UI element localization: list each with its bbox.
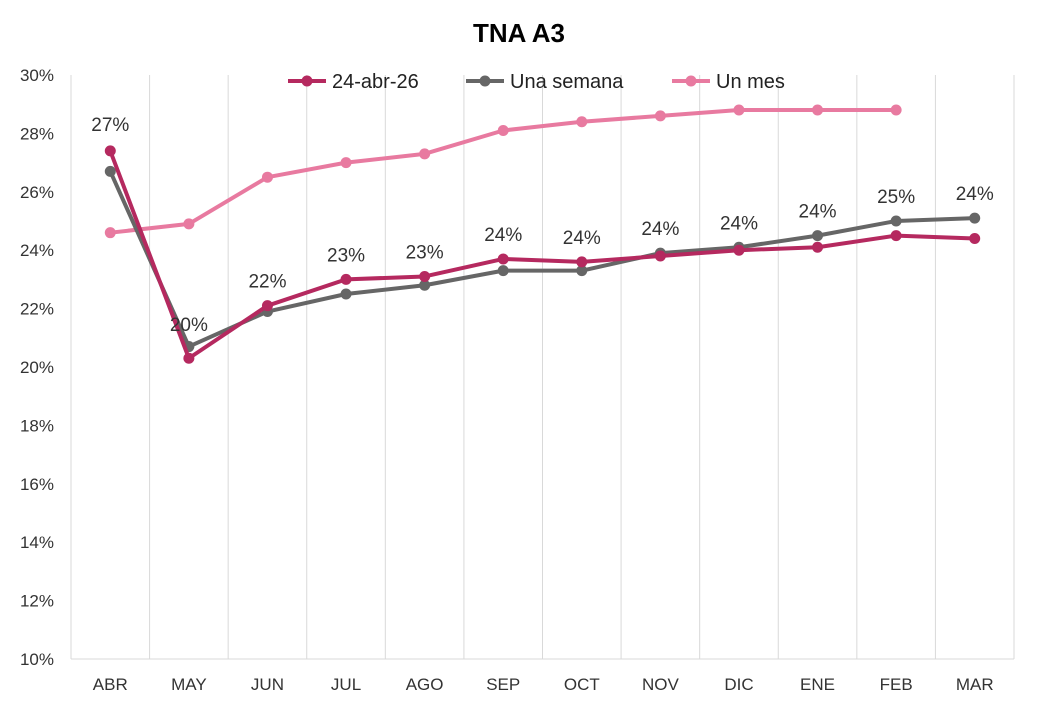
data-label: 24% — [799, 202, 837, 223]
y-tick-label: 18% — [20, 416, 54, 435]
data-label: 22% — [248, 272, 286, 293]
x-tick-label: MAR — [956, 675, 994, 694]
legend: 24-abr-26 Una semana Un mes — [288, 71, 785, 93]
data-label: 20% — [170, 315, 208, 336]
data-point — [104, 145, 116, 157]
legend-swatch-marker — [479, 75, 491, 87]
data-point — [340, 157, 352, 169]
x-tick-label: FEB — [880, 675, 913, 694]
legend-swatch-marker — [685, 75, 697, 87]
x-tick-label: JUN — [251, 675, 284, 694]
data-point — [183, 352, 195, 364]
data-point — [969, 233, 981, 245]
data-point — [419, 270, 431, 282]
y-tick-label: 20% — [20, 358, 54, 377]
y-tick-label: 26% — [20, 183, 54, 202]
legend-label: Una semana — [510, 71, 624, 93]
data-label: 25% — [877, 187, 915, 208]
y-tick-label: 22% — [20, 300, 54, 319]
x-tick-label: ENE — [800, 675, 835, 694]
data-point — [812, 241, 824, 253]
data-point — [969, 212, 981, 224]
data-point — [497, 253, 509, 265]
data-label: 24% — [720, 213, 758, 234]
data-point — [890, 104, 902, 116]
data-label: 27% — [91, 115, 129, 136]
data-label: 23% — [327, 245, 365, 266]
data-point — [733, 244, 745, 256]
y-tick-label: 10% — [20, 650, 54, 669]
data-point — [733, 104, 745, 116]
y-tick-label: 24% — [20, 241, 54, 260]
x-tick-label: DIC — [724, 675, 753, 694]
data-label: 24% — [484, 225, 522, 246]
data-label: 24% — [563, 228, 601, 249]
data-point — [812, 230, 824, 242]
axes: 10% 12% 14% 16% 18% 20% 22% 24% 26% 28% 30% ABR MAY J… — [20, 66, 1014, 694]
y-tick-label: 14% — [20, 533, 54, 552]
series-line — [108, 169, 977, 349]
data-point — [261, 171, 273, 183]
data-point — [104, 165, 116, 177]
data-point — [654, 110, 666, 122]
data-point — [497, 265, 509, 277]
data-labels: 27% 20% 22% 23% 23% 24% 24% 24% 24% 24% 25% 24% — [91, 115, 994, 336]
data-point — [340, 288, 352, 300]
data-point — [654, 250, 666, 262]
series-line — [108, 148, 977, 361]
data-point — [261, 300, 273, 312]
legend-item: Un mes — [672, 71, 785, 93]
x-tick-label: SEP — [486, 675, 520, 694]
series-2 — [104, 104, 902, 239]
legend-label: 24-abr-26 — [332, 71, 419, 93]
data-point — [890, 215, 902, 227]
y-tick-label: 30% — [20, 66, 54, 85]
data-point — [419, 148, 431, 160]
series-1 — [104, 165, 981, 353]
x-tick-label: ABR — [93, 675, 128, 694]
chart-title: TNA A3 — [473, 18, 565, 48]
x-tick-label: MAY — [171, 675, 207, 694]
data-point — [104, 227, 116, 239]
data-point — [419, 279, 431, 291]
data-point — [576, 265, 588, 277]
data-point — [576, 256, 588, 268]
data-point — [812, 104, 824, 116]
y-tick-label: 12% — [20, 592, 54, 611]
data-point — [183, 218, 195, 230]
y-tick-label: 16% — [20, 475, 54, 494]
data-label: 24% — [956, 184, 994, 205]
grid-lines — [70, 75, 1015, 659]
series-0 — [104, 145, 981, 364]
legend-item: 24-abr-26 — [288, 71, 419, 93]
y-tick-label: 28% — [20, 124, 54, 143]
data-point — [497, 124, 509, 136]
series — [104, 104, 981, 364]
x-tick-label: AGO — [406, 675, 444, 694]
x-tick-label: NOV — [642, 675, 680, 694]
data-point — [576, 116, 588, 128]
legend-label: Un mes — [716, 71, 785, 93]
data-point — [890, 230, 902, 242]
data-label: 23% — [406, 242, 444, 263]
data-point — [340, 273, 352, 285]
data-label: 24% — [641, 219, 679, 240]
legend-item: Una semana — [466, 71, 624, 93]
x-tick-label: OCT — [564, 675, 600, 694]
x-tick-label: JUL — [331, 675, 361, 694]
legend-swatch-marker — [301, 75, 313, 87]
